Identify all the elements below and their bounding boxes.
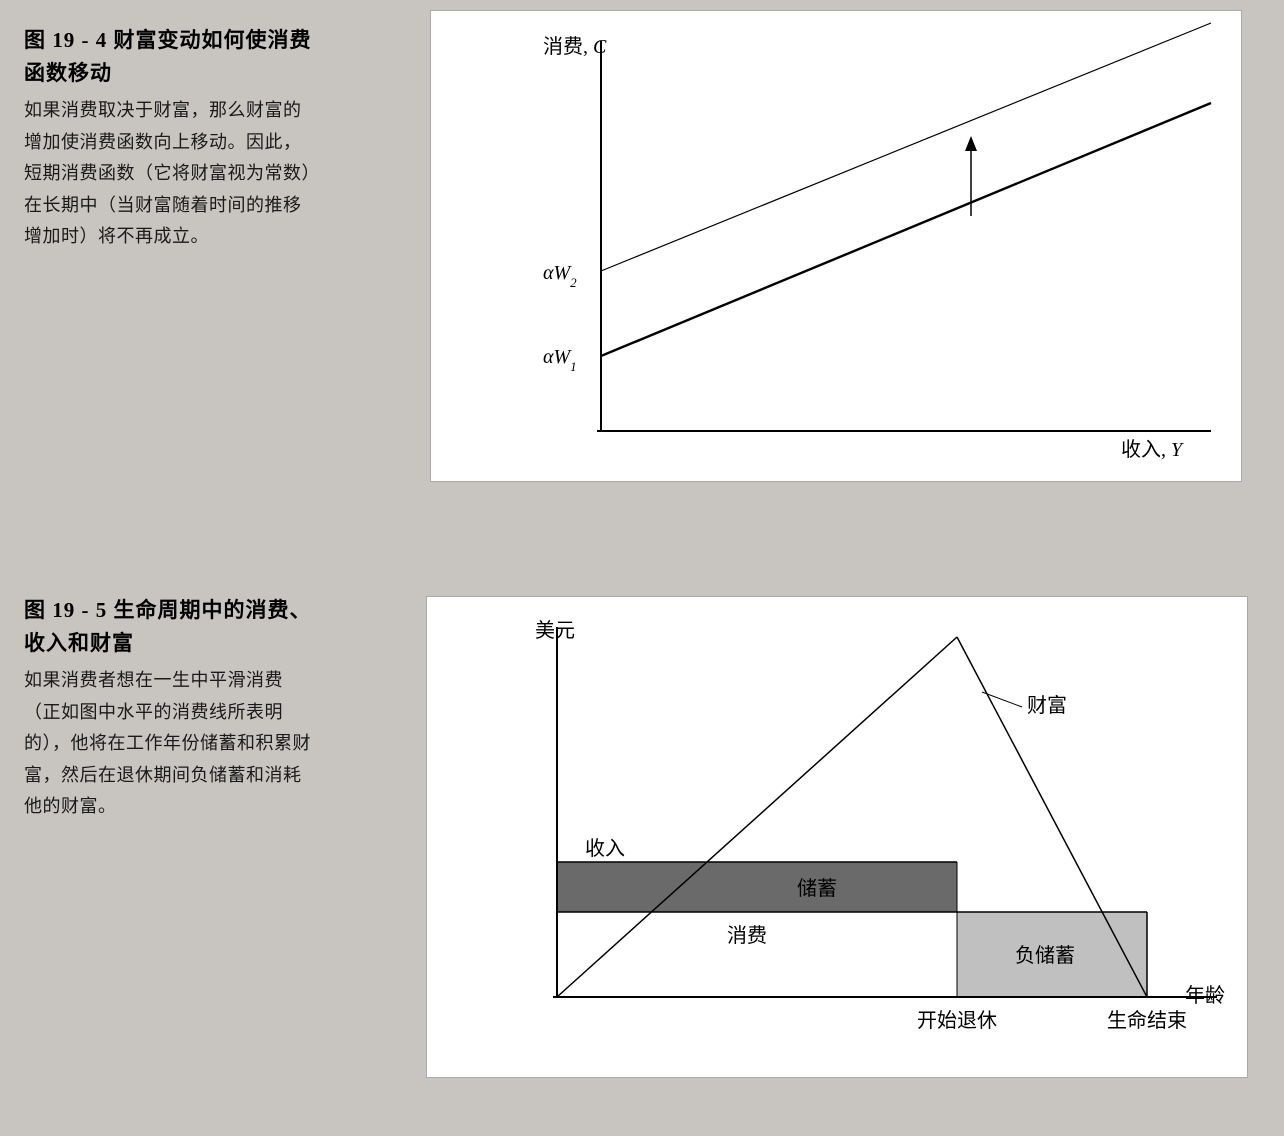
fig2-y-label: 美元 [535, 619, 575, 642]
fig2-chart: 美元 财富 收入 储蓄 消费 负储蓄 年龄 开始退休 生命结束 [426, 596, 1248, 1078]
fig2-wealth-label: 财富 [1027, 694, 1067, 717]
fig2-retire-tick: 开始退休 [917, 1009, 997, 1032]
fig1-aw2-label: αW2 [543, 262, 577, 290]
fig1-aw1-label: αW1 [543, 346, 577, 374]
fig2-title-line2: 收入和财富 [24, 631, 134, 655]
fig1-line-lower [601, 103, 1211, 356]
fig2-saving-band [558, 862, 957, 912]
fig2-x-label: 年龄 [1185, 984, 1225, 1007]
fig1-y-label: 消费, C [543, 35, 607, 58]
fig1-body: 如果消费取决于财富，那么财富的增加使消费函数向上移动。因此，短期消费函数（它将财… [24, 95, 318, 253]
fig2-consumption-label: 消费 [727, 924, 767, 947]
fig2-end-tick: 生命结束 [1107, 1009, 1187, 1032]
figure-19-5: 图 19 - 5 生命周期中的消费、 收入和财富 如果消费者想在一生中平滑消费（… [0, 576, 1248, 1078]
fig2-wealth-leader [982, 692, 1022, 707]
fig1-shift-arrow-head [965, 136, 977, 151]
fig1-svg: 消费, C αW2 αW1 收入, Y [431, 11, 1241, 481]
fig1-title-line1: 图 19 - 4 财富变动如何使消费 [24, 28, 312, 52]
figure-19-5-caption: 图 19 - 5 生命周期中的消费、 收入和财富 如果消费者想在一生中平滑消费（… [0, 576, 340, 1078]
fig2-dissaving-label: 负储蓄 [1015, 944, 1075, 967]
fig2-svg: 美元 财富 收入 储蓄 消费 负储蓄 年龄 开始退休 生命结束 [427, 597, 1247, 1077]
fig2-body: 如果消费者想在一生中平滑消费（正如图中水平的消费线所表明的），他将在工作年份储蓄… [24, 665, 318, 823]
fig2-saving-label: 储蓄 [797, 877, 837, 900]
fig1-chart: 消费, C αW2 αW1 收入, Y [430, 10, 1242, 482]
fig1-title-line2: 函数移动 [24, 61, 112, 85]
fig2-title-line1: 图 19 - 5 生命周期中的消费、 [24, 598, 312, 622]
fig1-x-label: 收入, Y [1121, 438, 1184, 461]
fig2-income-label: 收入 [585, 837, 625, 860]
fig1-line-upper [601, 23, 1211, 271]
figure-19-4-caption: 图 19 - 4 财富变动如何使消费 函数移动 如果消费取决于财富，那么财富的增… [0, 6, 340, 482]
figure-19-4: 图 19 - 4 财富变动如何使消费 函数移动 如果消费取决于财富，那么财富的增… [0, 6, 1242, 482]
